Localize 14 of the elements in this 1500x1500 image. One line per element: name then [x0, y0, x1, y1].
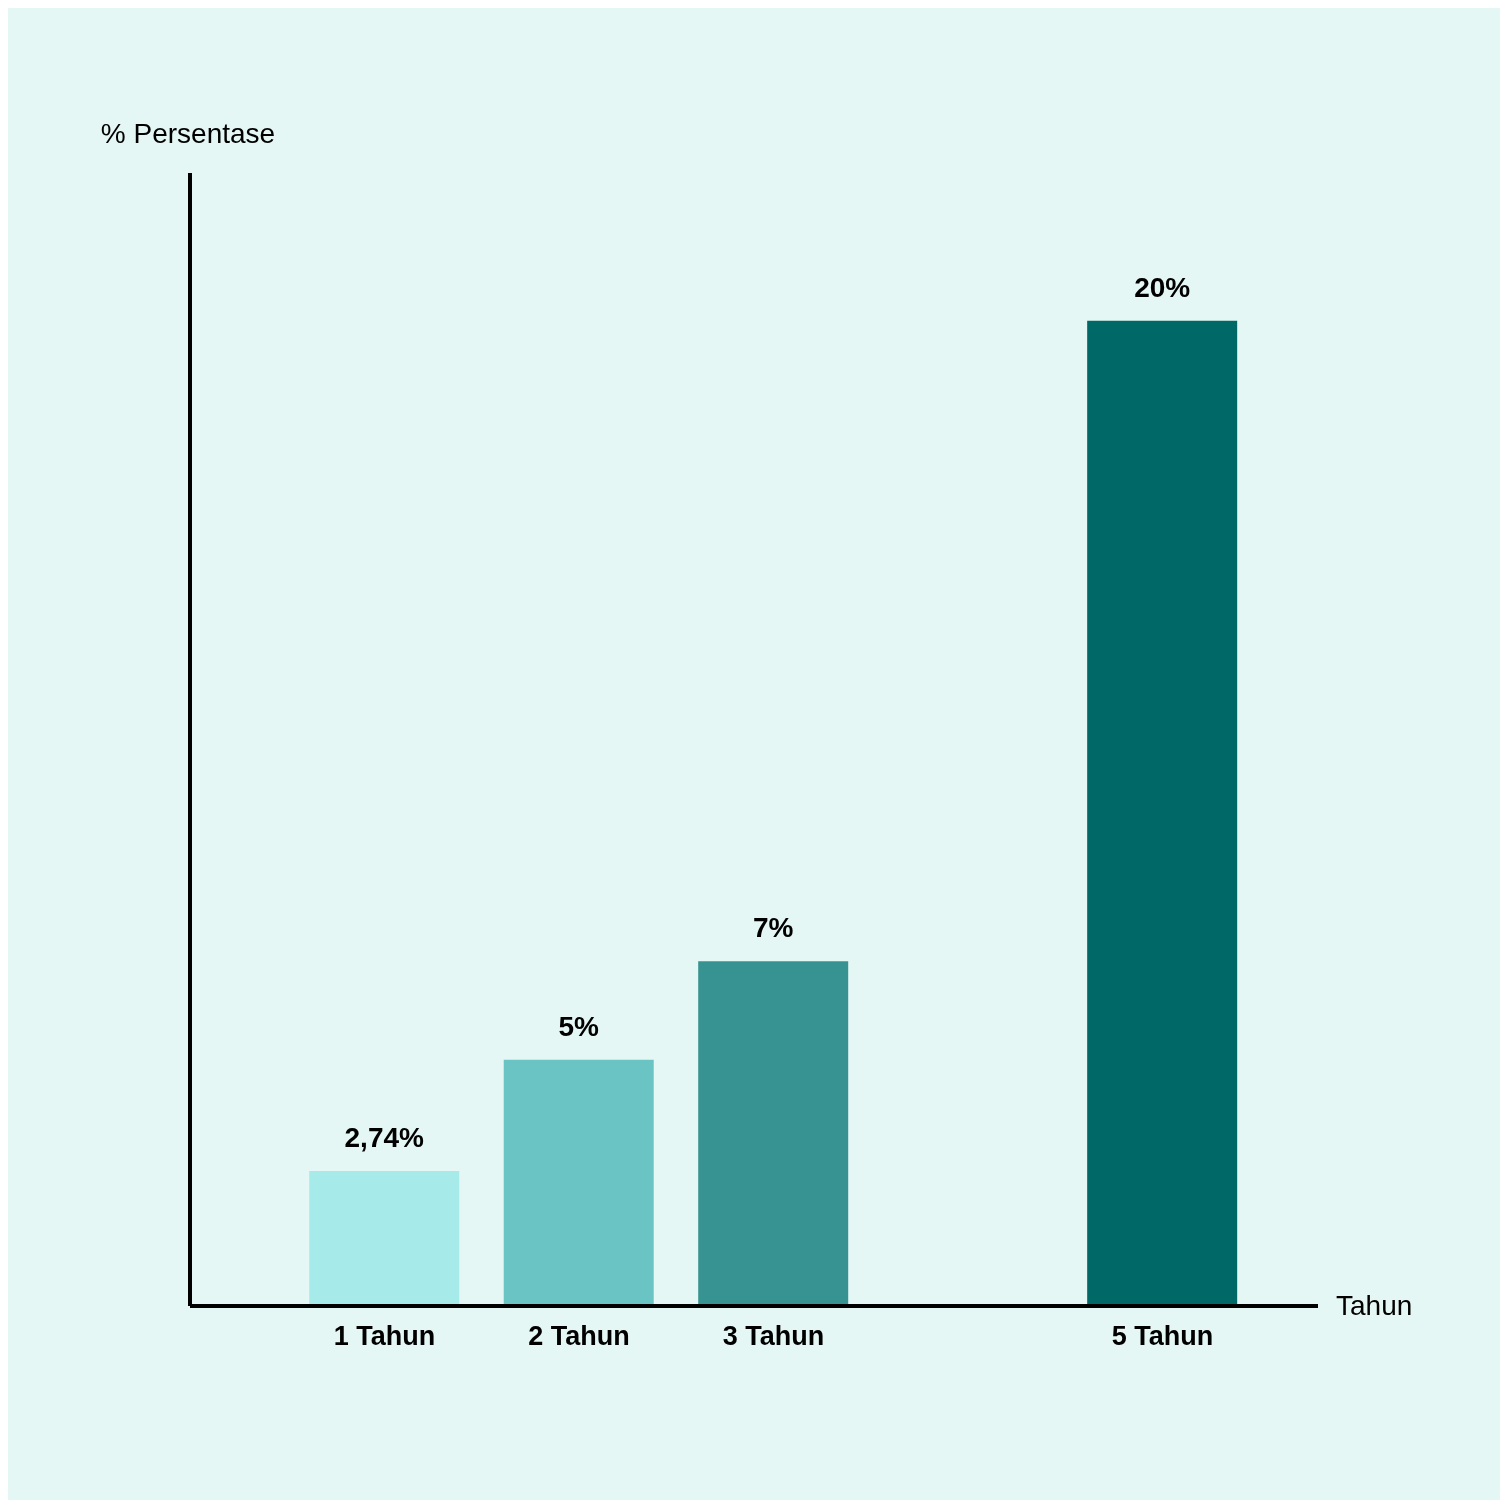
x-tick-label: 5 Tahun	[1111, 1321, 1214, 1352]
data-label: 7%	[752, 912, 794, 944]
data-label: 5%	[558, 1010, 600, 1042]
data-label: 2,74%	[344, 1122, 425, 1154]
x-tick-label: 3 Tahun	[722, 1321, 825, 1352]
text: % Persentase	[100, 118, 276, 149]
bar	[698, 961, 849, 1306]
bar	[1087, 320, 1238, 1306]
x-axis-title: Tahun	[1336, 1290, 1413, 1321]
bar	[309, 1171, 460, 1306]
bar	[503, 1059, 654, 1306]
data-label: 20%	[1134, 271, 1191, 303]
x-tick-label: 2 Tahun	[528, 1321, 630, 1352]
x-tick-label: 1 Tahun	[333, 1321, 436, 1352]
